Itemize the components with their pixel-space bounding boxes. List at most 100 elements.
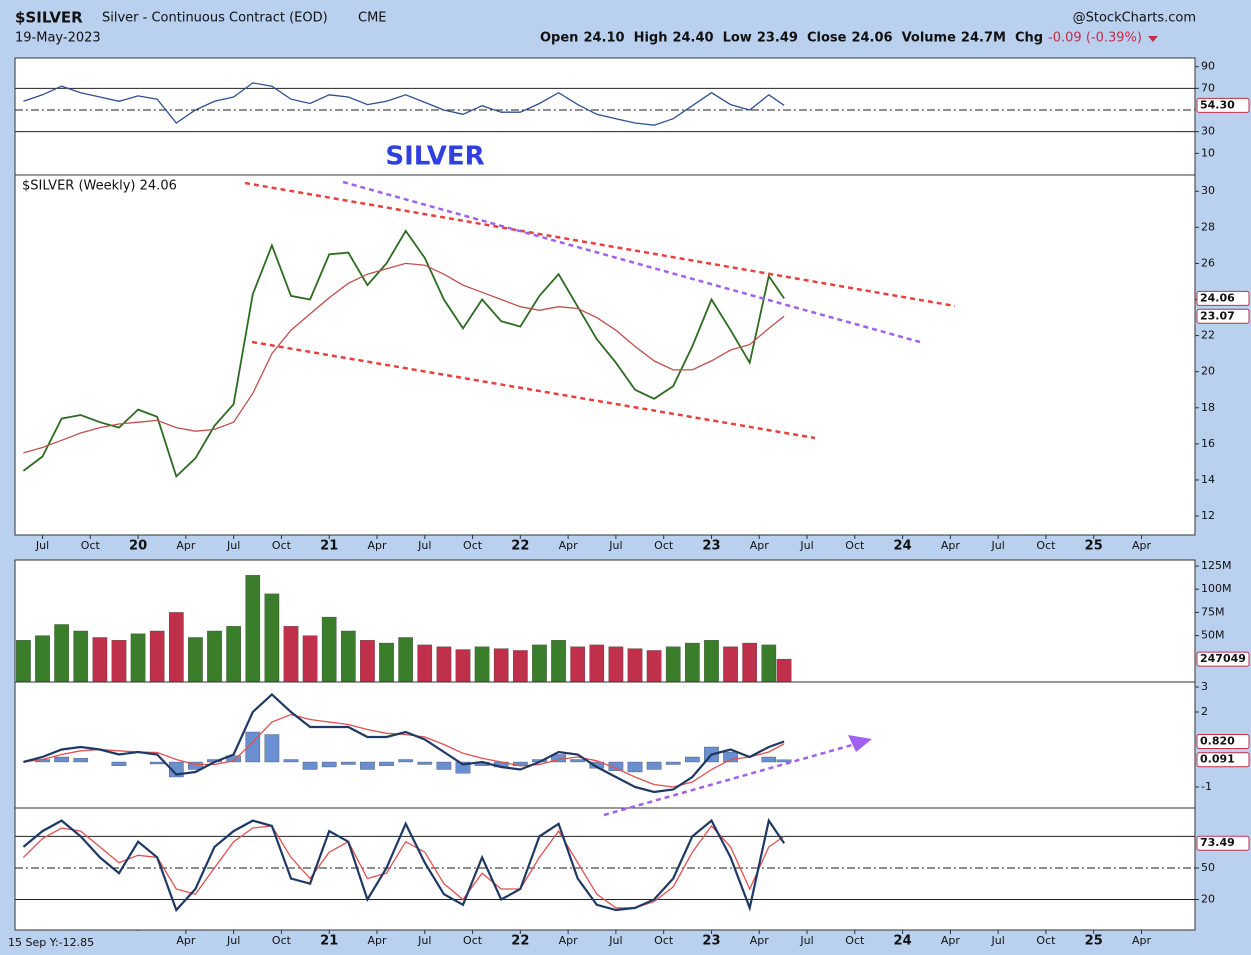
y-tick-label: 26 [1201, 256, 1215, 269]
date: 19-May-2023 [15, 31, 101, 46]
legend: $SILVER (Weekly) 24.06 [22, 179, 177, 194]
x-tick-label: 22 [511, 934, 529, 949]
bar [360, 761, 375, 770]
x-tick-label: Apr [750, 934, 770, 947]
bar [665, 761, 681, 765]
quote-open-label: Open [540, 31, 578, 46]
bar [627, 648, 643, 683]
x-tick-label: 21 [320, 934, 338, 949]
x-tick-label: 25 [1085, 539, 1103, 554]
y-tick-label: 75M [1201, 605, 1225, 618]
bar [417, 761, 433, 765]
down-arrow [1147, 36, 1158, 42]
y-tick-label: 28 [1201, 220, 1215, 233]
x-tick-label: 23 [702, 539, 720, 554]
x-tick-label: Oct [1036, 934, 1056, 947]
y-tick-label: -1 [1201, 780, 1212, 793]
panel [14, 807, 1196, 931]
bar [685, 642, 700, 683]
y-tick-label: 125M [1201, 559, 1232, 572]
bar [761, 644, 777, 683]
bar [646, 650, 662, 683]
bar [283, 626, 299, 683]
bar [532, 644, 547, 683]
bar [570, 759, 585, 763]
y-tick-label: 20 [1201, 365, 1215, 378]
y-tick-label: 70 [1201, 81, 1215, 94]
x-tick-label: Oct [654, 539, 674, 552]
bar [704, 640, 719, 683]
x-tick-label: Apr [1132, 539, 1152, 552]
x-tick-label: Jul [226, 539, 240, 552]
y-tick-label: 18 [1201, 401, 1215, 414]
bar [283, 759, 299, 763]
bar [111, 640, 127, 683]
series-line [23, 693, 785, 794]
x-tick-label: 23 [702, 934, 720, 949]
bar [341, 761, 356, 765]
bar [245, 731, 261, 763]
bar [513, 650, 528, 683]
quote-low-label: Low [723, 31, 752, 46]
bar [321, 616, 337, 683]
series-line [22, 824, 785, 909]
quote-bar: Open 24.10 High 24.40 Low 23.49 Close 24.06 Volu… [540, 31, 1158, 46]
value-badge [1196, 835, 1250, 851]
value-badge-label: 0.820 [1200, 735, 1235, 748]
x-tick-label: Apr [941, 934, 961, 947]
bar [73, 630, 89, 683]
bar [92, 637, 108, 683]
bar [551, 640, 566, 683]
x-tick-label: Oct [272, 934, 292, 947]
bar [608, 646, 624, 683]
x-tick-label: Jul [608, 934, 622, 947]
series-line [22, 229, 785, 479]
value-badge [1196, 734, 1250, 749]
bar [742, 642, 757, 683]
bar [73, 758, 89, 763]
trend-lines [244, 180, 956, 817]
arrow-head [848, 735, 872, 752]
value-badge-label: 54.30 [1200, 98, 1235, 111]
bar [207, 630, 222, 683]
bar [111, 761, 127, 766]
bar [646, 761, 662, 770]
value-badge [1196, 752, 1250, 768]
bar [149, 761, 165, 765]
x-tick-label: Jul [35, 539, 49, 552]
value-badge-label: 23.07 [1200, 309, 1235, 322]
bar [16, 640, 31, 683]
bar [302, 761, 318, 770]
x-tick-label: Apr [176, 539, 196, 552]
x-tick-label: Jul [226, 934, 240, 947]
x-tick-label: 24 [894, 934, 912, 949]
x-tick-label: 20 [129, 539, 147, 554]
bar [723, 646, 738, 683]
plots: 9070301054.301214161820222426283024.0623… [14, 57, 1250, 949]
value-badge-label: 247049 [1200, 652, 1246, 665]
y-tick-label: 100M [1201, 582, 1232, 595]
bar [417, 644, 433, 683]
x-tick-label: Apr [559, 539, 579, 552]
bar [226, 626, 241, 683]
bar [35, 635, 50, 683]
y-tick-label: 30 [1201, 184, 1215, 197]
y-tick-label: 22 [1201, 329, 1215, 342]
series-line [23, 262, 785, 454]
bar [188, 761, 203, 770]
series-line [23, 713, 785, 788]
x-tick-label: Jul [991, 934, 1005, 947]
x-tick-label: Jul [799, 934, 813, 947]
y-tick-label: 50 [1201, 861, 1215, 874]
value-badge [1196, 97, 1250, 113]
bar [665, 646, 681, 683]
x-tick-label: 22 [511, 539, 529, 554]
trend-line [342, 180, 921, 344]
quote-chg: -0.09 (-0.39%) [1048, 31, 1142, 46]
bar [455, 761, 471, 774]
y-tick-label: 10 [1201, 146, 1215, 159]
bar [589, 761, 605, 769]
bar [130, 633, 146, 683]
